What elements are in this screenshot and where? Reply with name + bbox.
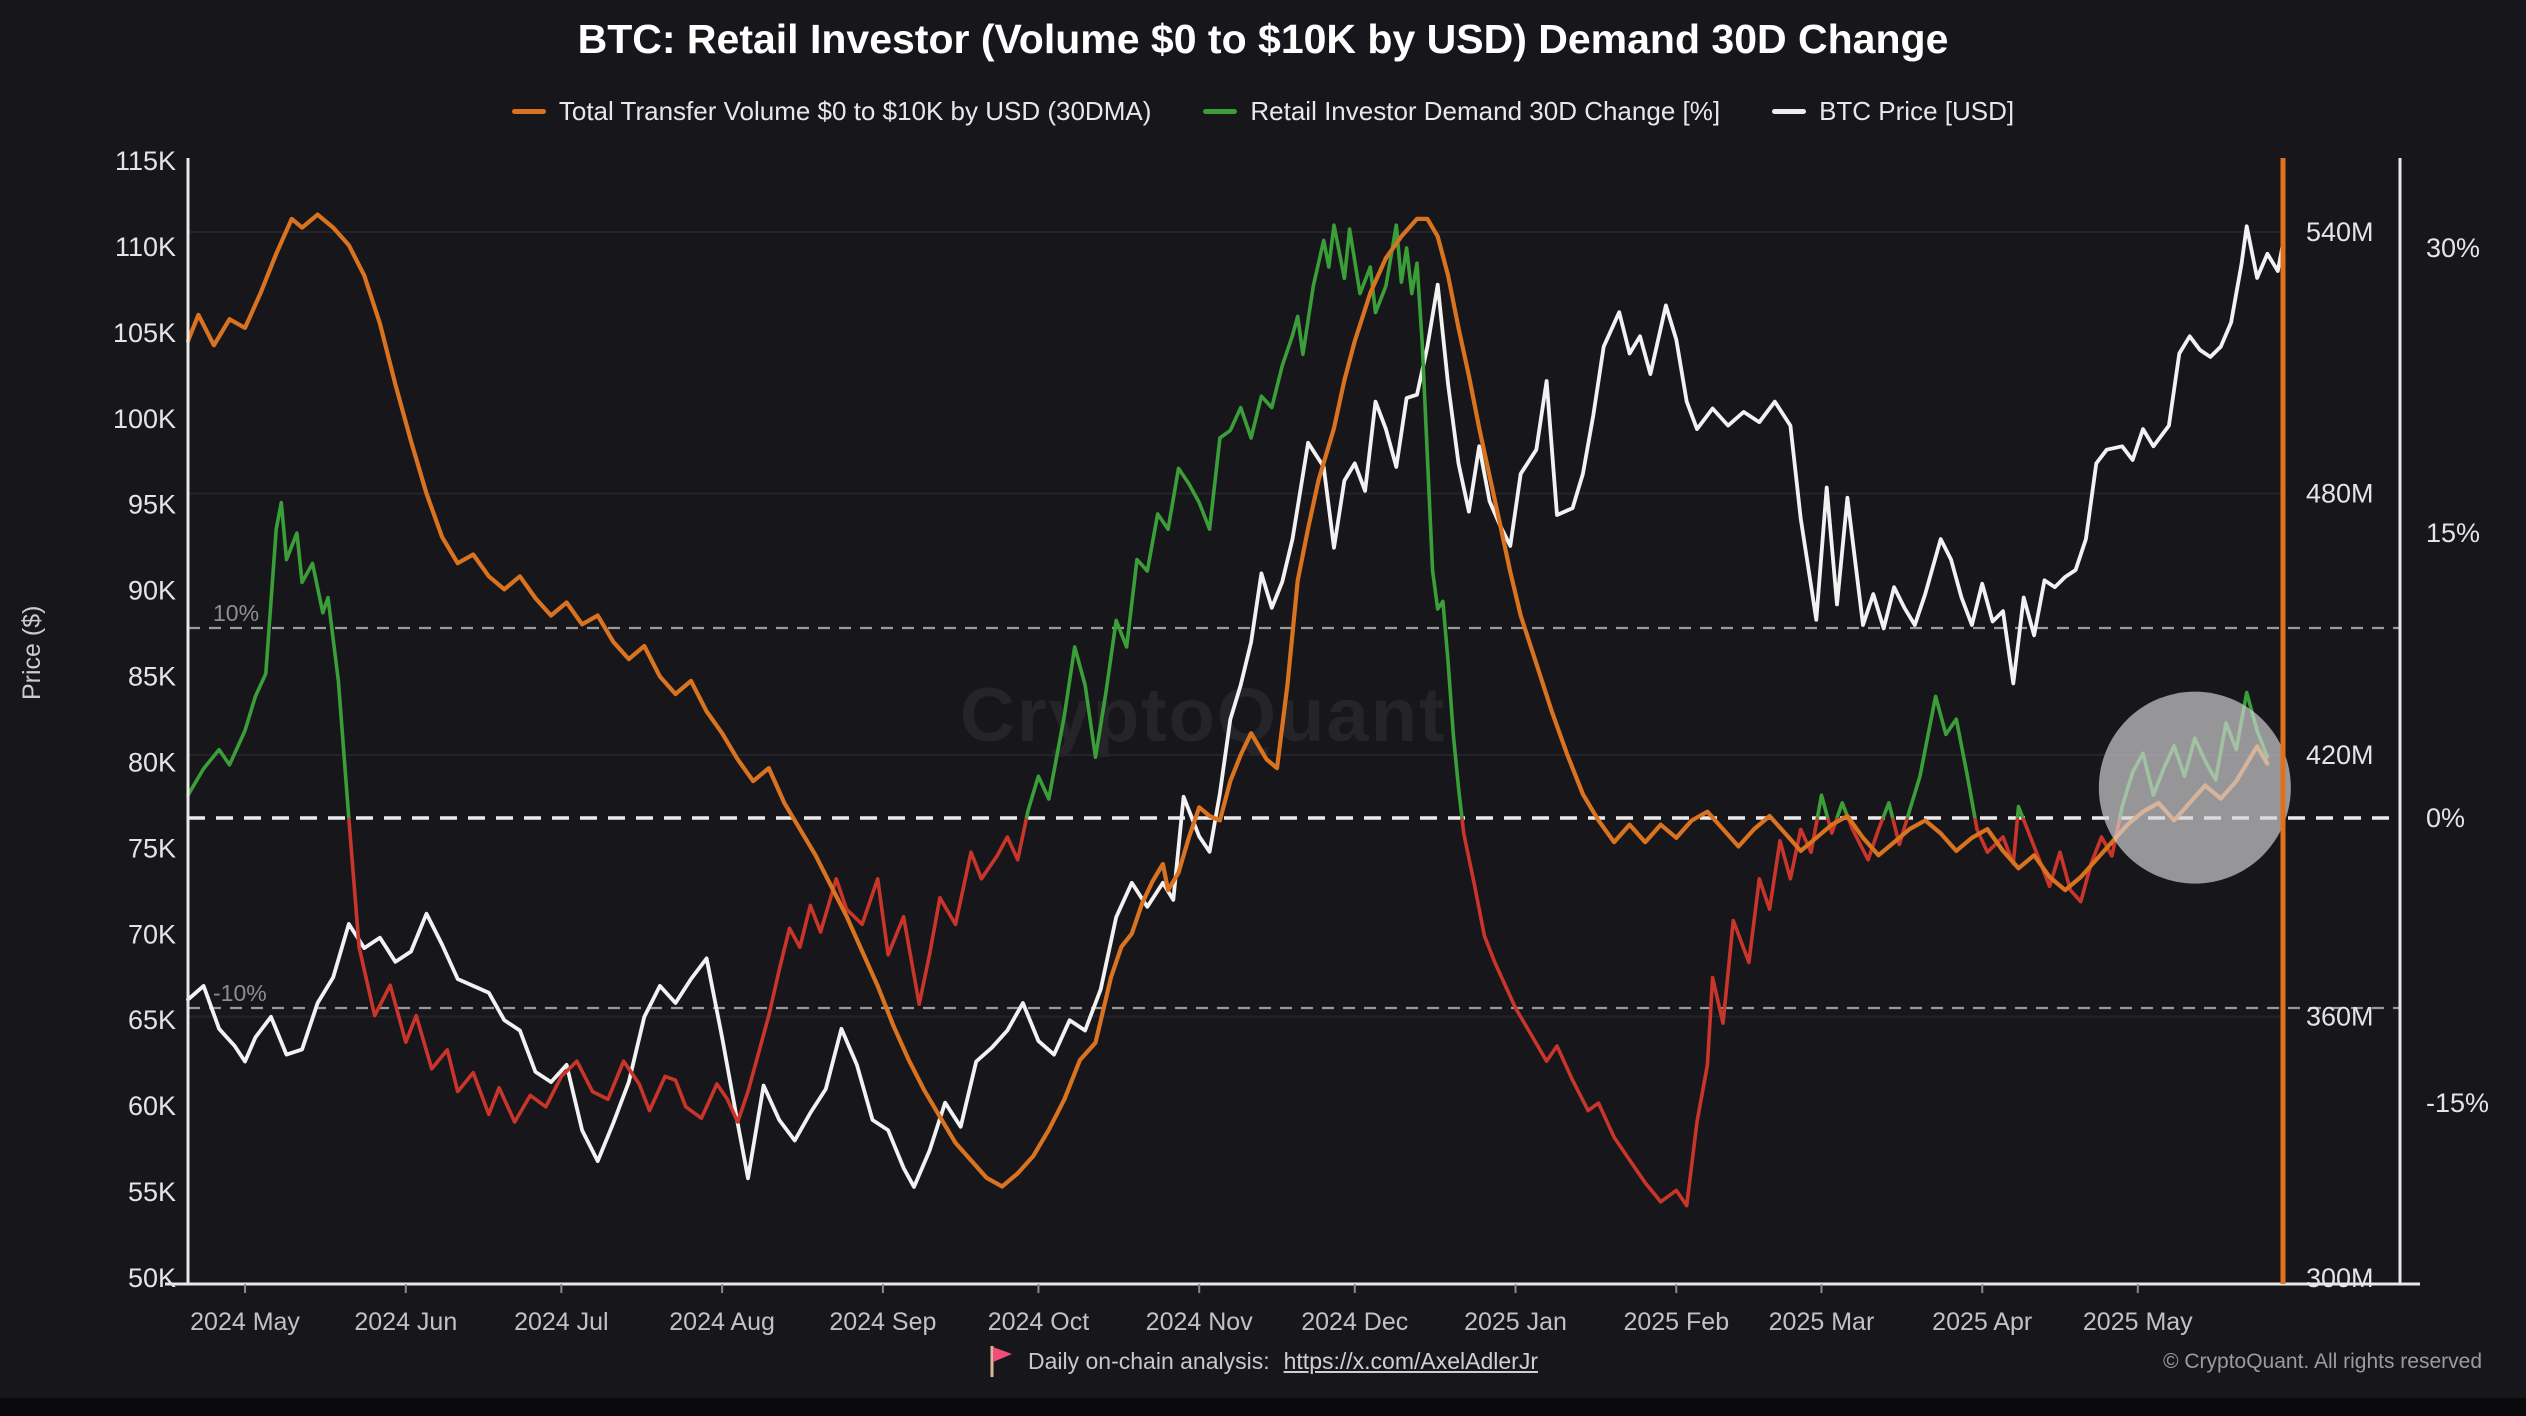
threshold-label: 10% bbox=[213, 600, 259, 626]
copyright-text: © CryptoQuant. All rights reserved bbox=[2163, 1350, 2482, 1373]
price-tick-label: 105K bbox=[113, 318, 176, 348]
gridlines bbox=[188, 231, 2283, 1018]
legend-swatch-icon bbox=[1203, 109, 1238, 114]
footer-text: Daily on-chain analysis: bbox=[1028, 1347, 1270, 1374]
volume-tick-label: 360M bbox=[2306, 1002, 2374, 1032]
percent-tick-label: 0% bbox=[2426, 803, 2465, 833]
month-tick-label: 2024 Sep bbox=[829, 1308, 936, 1336]
threshold-label: -10% bbox=[213, 980, 267, 1006]
volume-tick-label: 540M bbox=[2306, 217, 2374, 247]
legend-label: Retail Investor Demand 30D Change [%] bbox=[1250, 96, 1721, 126]
price-tick-label: 55K bbox=[128, 1177, 176, 1207]
legend-item-1[interactable]: Retail Investor Demand 30D Change [%] bbox=[1203, 96, 1720, 127]
month-tick-label: 2025 May bbox=[2083, 1308, 2193, 1336]
chart-title: BTC: Retail Investor (Volume $0 to $10K … bbox=[577, 16, 1949, 62]
month-tick-label: 2025 Feb bbox=[1623, 1308, 1729, 1336]
price-tick-label: 100K bbox=[113, 404, 176, 434]
price-tick-label: 75K bbox=[128, 833, 176, 863]
legend-item-0[interactable]: Total Transfer Volume $0 to $10K by USD … bbox=[511, 96, 1152, 127]
series-demand-line-negative bbox=[346, 818, 2122, 1208]
volume-tick-label: 420M bbox=[2306, 740, 2374, 770]
price-tick-label: 85K bbox=[128, 662, 176, 692]
price-tick-label: 90K bbox=[128, 576, 176, 606]
month-tick-label: 2024 Oct bbox=[988, 1308, 1090, 1336]
month-tick-label: 2024 May bbox=[190, 1308, 300, 1336]
month-tick-label: 2025 Mar bbox=[1769, 1308, 1875, 1336]
highlight-circle bbox=[2098, 691, 2291, 884]
month-tick-label: 2024 Nov bbox=[1146, 1308, 1254, 1336]
axes bbox=[165, 158, 2420, 1293]
legend-label: BTC Price [USD] bbox=[1819, 96, 2015, 126]
threshold-labels: 10% -10% bbox=[213, 600, 267, 1006]
cryptoquant-watermark: CryptoQuant bbox=[960, 673, 1447, 758]
series-demand-line-positive bbox=[186, 223, 2270, 818]
footer: Daily on-chain analysis: https://x.com/A… bbox=[0, 1344, 2526, 1378]
month-tick-label: 2024 Aug bbox=[669, 1308, 775, 1336]
month-tick-label: 2024 Dec bbox=[1301, 1308, 1408, 1336]
percent-tick-label: 15% bbox=[2426, 518, 2480, 548]
tick-labels: 115K 110K 105K 100K 95K 90K 85K 80K 75K 70K 65K 60K… bbox=[113, 146, 2489, 1336]
legend-label: Total Transfer Volume $0 to $10K by USD … bbox=[558, 96, 1152, 126]
month-tick-label: 2025 Jan bbox=[1464, 1308, 1567, 1336]
highlight-circle-shape bbox=[2098, 691, 2291, 884]
volume-tick-label: 480M bbox=[2306, 479, 2374, 509]
series-btc-price-line bbox=[186, 224, 2285, 1189]
legend-item-2[interactable]: BTC Price [USD] bbox=[1772, 96, 2014, 127]
price-tick-label: 60K bbox=[128, 1091, 176, 1121]
series-lines bbox=[185, 212, 2285, 1208]
volume-tick-label: 300M bbox=[2306, 1263, 2374, 1293]
dashed-threshold-lines bbox=[188, 626, 2400, 1010]
price-tick-label: 50K bbox=[128, 1263, 176, 1293]
bottom-strip bbox=[0, 1398, 2526, 1416]
legend-swatch-icon bbox=[511, 109, 546, 114]
price-tick-label: 95K bbox=[128, 490, 176, 520]
red-flag-icon bbox=[990, 1346, 1012, 1377]
price-tick-label: 70K bbox=[128, 919, 176, 949]
price-tick-label: 110K bbox=[115, 232, 176, 262]
percent-tick-label: 30% bbox=[2426, 233, 2480, 263]
month-tick-label: 2024 Jul bbox=[514, 1308, 609, 1336]
price-tick-label: 115K bbox=[115, 146, 176, 176]
series-volume-line bbox=[185, 212, 2270, 1189]
percent-tick-label: -15% bbox=[2426, 1088, 2489, 1118]
legend: Total Transfer Volume $0 to $10K by USD … bbox=[0, 96, 2526, 127]
price-tick-label: 80K bbox=[128, 747, 176, 777]
month-tick-label: 2025 Apr bbox=[1932, 1308, 2032, 1336]
footer-link[interactable]: https://x.com/AxelAdlerJr bbox=[1283, 1347, 1538, 1374]
price-tick-label: 65K bbox=[128, 1005, 176, 1035]
month-tick-label: 2024 Jun bbox=[354, 1308, 457, 1336]
legend-swatch-icon bbox=[1772, 109, 1807, 114]
